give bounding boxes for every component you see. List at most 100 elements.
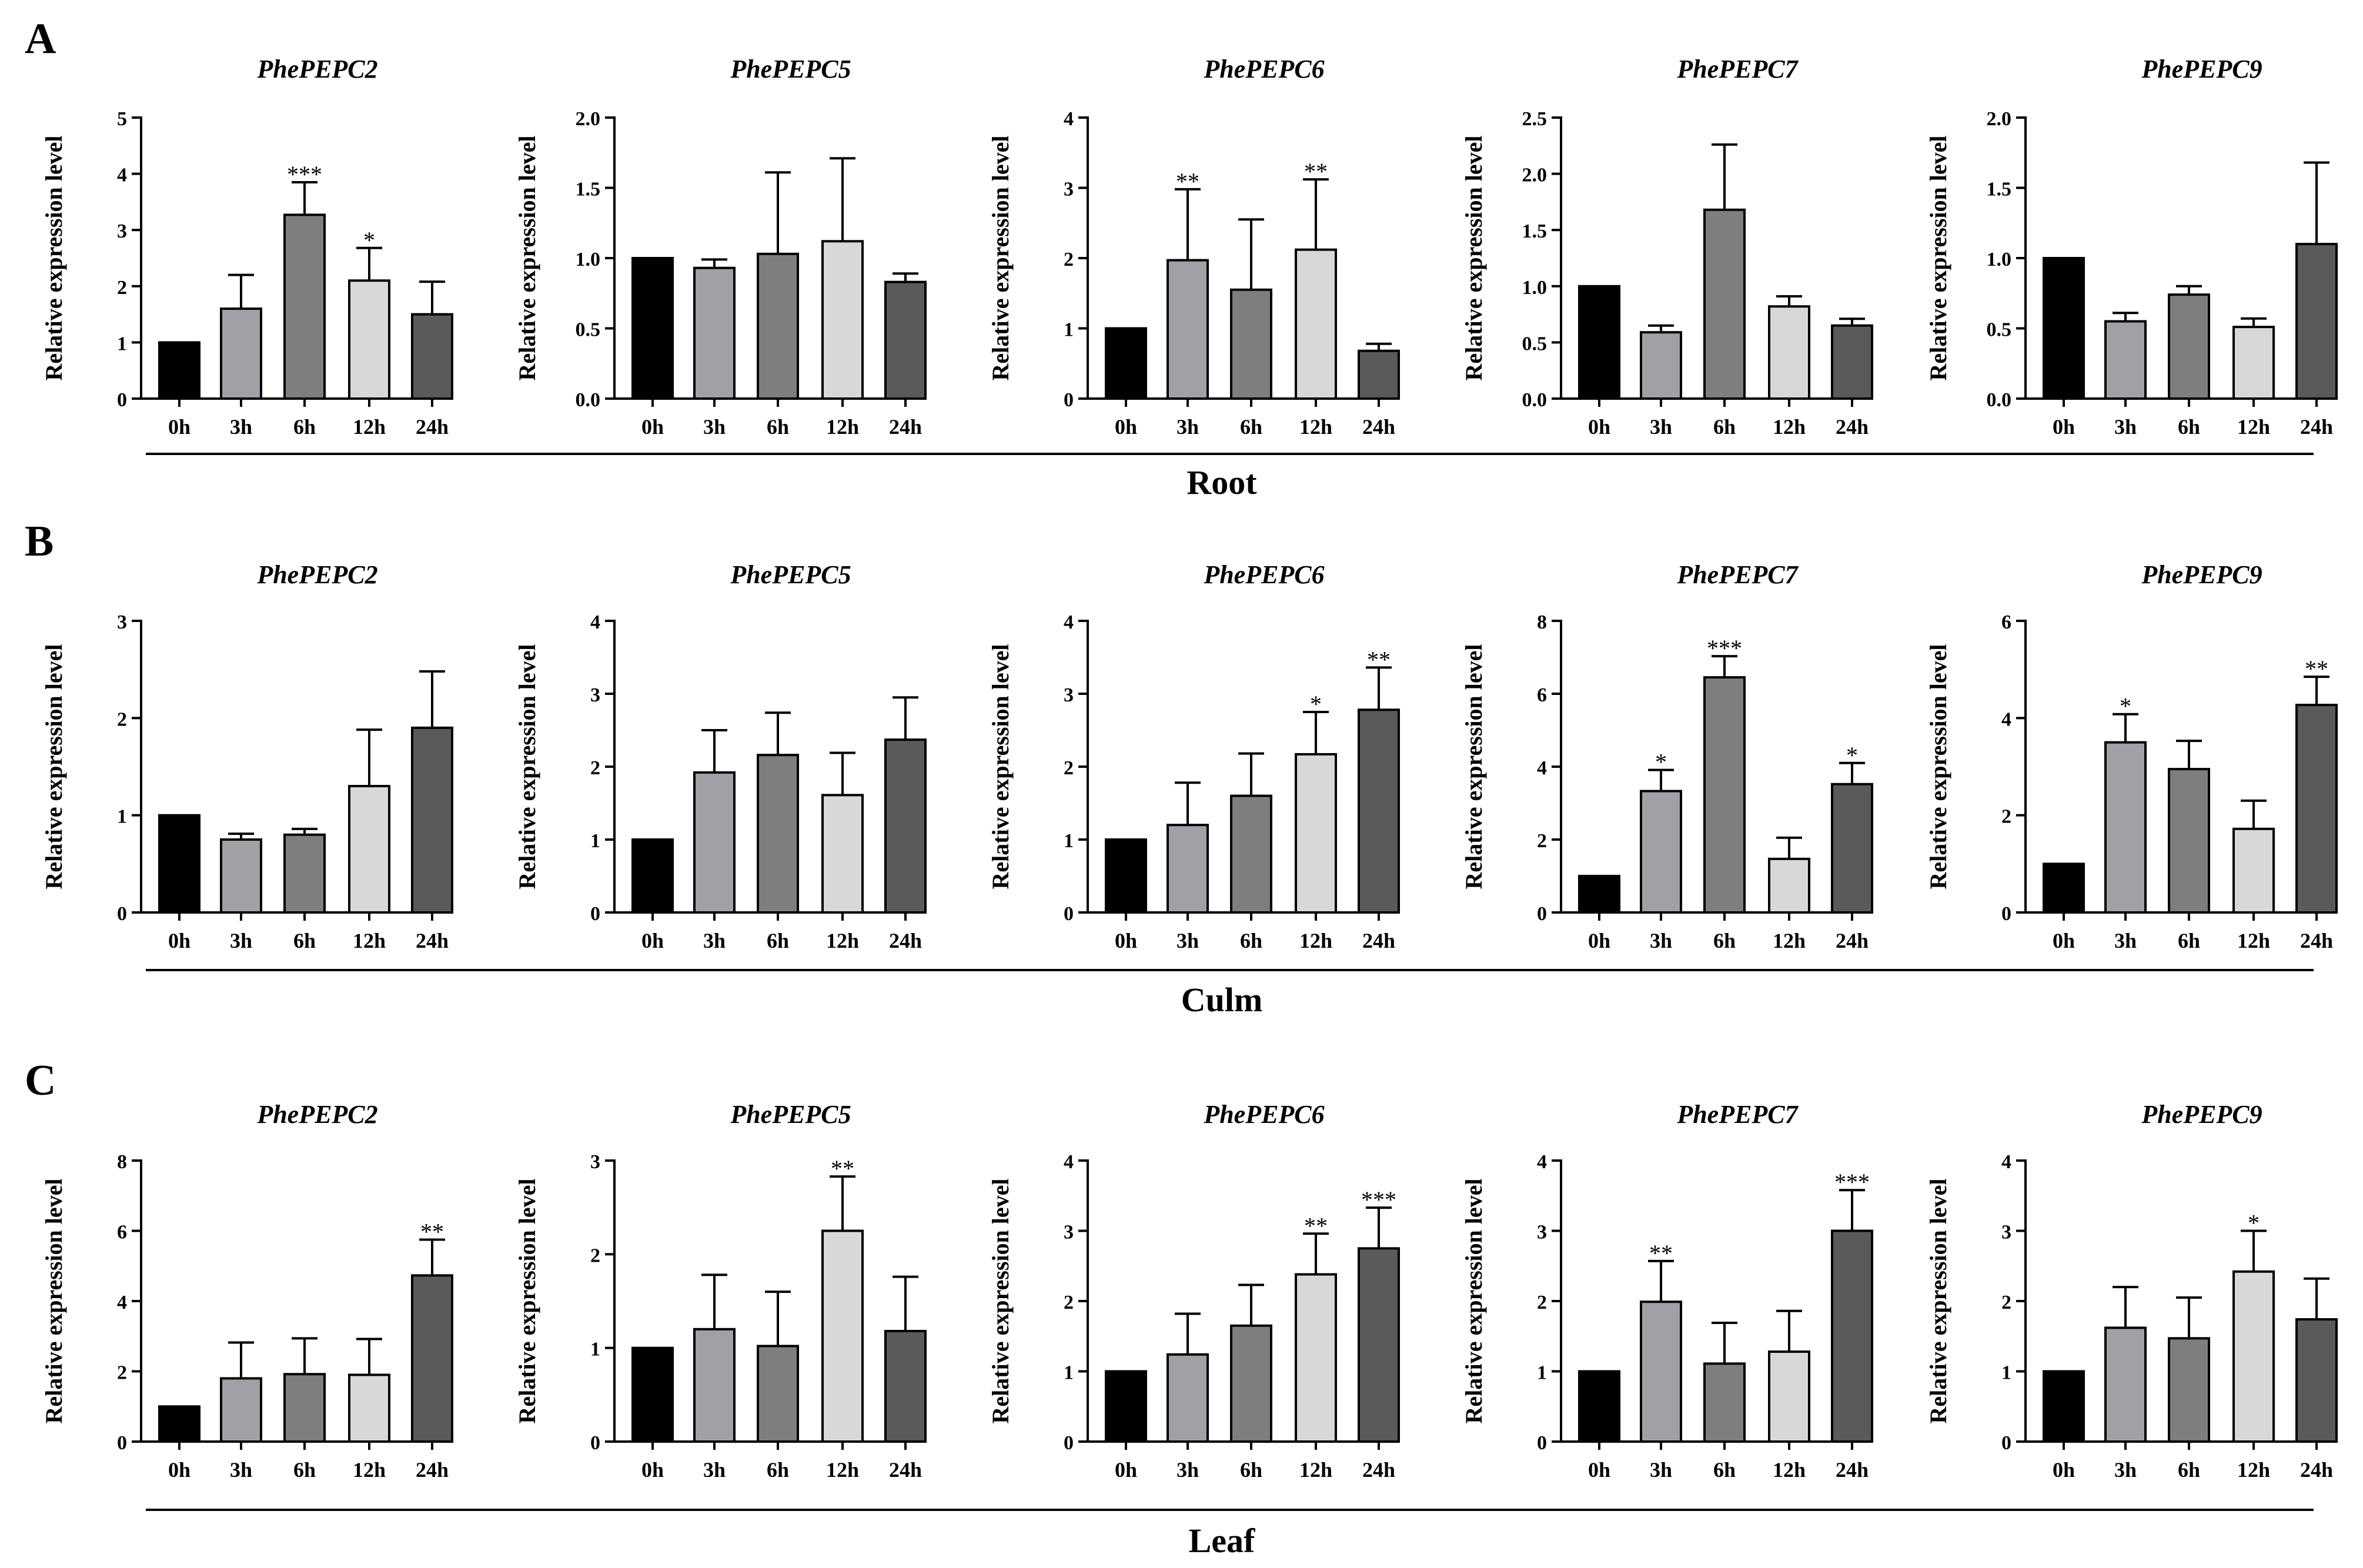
y-tick-label: 3 <box>117 220 127 242</box>
y-tick-label: 3 <box>1064 179 1074 200</box>
y-tick-label: 2 <box>117 708 127 730</box>
significance-mark: * <box>2120 693 2131 720</box>
x-tick-label: 24h <box>416 1458 449 1482</box>
x-tick-label: 0h <box>641 929 664 952</box>
y-tick-label: 4 <box>117 1292 127 1313</box>
x-tick-label: 24h <box>2300 1458 2333 1482</box>
x-tick-label: 24h <box>416 415 449 439</box>
bar-12h <box>2232 326 2275 400</box>
panel-letter: B <box>25 517 54 566</box>
bar-3h <box>693 771 736 914</box>
bar-6h <box>283 1373 326 1443</box>
bar-6h <box>1230 794 1272 914</box>
bar-0h <box>631 1346 674 1443</box>
x-tick-label: 6h <box>767 1458 789 1482</box>
y-tick-label: 8 <box>117 1151 127 1173</box>
bar-24h <box>2295 704 2338 914</box>
significance-mark: ** <box>1367 646 1391 673</box>
y-tick-label: 1.5 <box>576 179 601 200</box>
x-tick-label: 24h <box>1362 1458 1395 1482</box>
y-axis-label: Relative expression level <box>514 136 540 381</box>
y-tick-label: 4 <box>1064 1151 1074 1173</box>
x-tick-label: 24h <box>1836 1458 1869 1482</box>
y-tick-label: 2 <box>117 1362 127 1384</box>
chart-phepepc5: PhePEPC5 Relative expression level 0 1 2 3 4 0h… <box>514 560 927 952</box>
chart-title: PhePEPC5 <box>730 55 851 83</box>
x-tick-label: 0h <box>2053 929 2075 952</box>
bar-6h <box>1703 676 1746 914</box>
y-tick-label: 0.0 <box>1987 389 2012 411</box>
chart-phepepc9: PhePEPC9 Relative expression level 0 1 2 3 4 0h… <box>1925 1100 2338 1482</box>
chart-title: PhePEPC9 <box>2141 55 2262 83</box>
bar-6h <box>757 754 799 914</box>
x-tick-label: 3h <box>2114 1458 2137 1482</box>
y-tick-label: 2.0 <box>1987 108 2012 130</box>
y-tick-label: 3 <box>1064 684 1074 706</box>
x-tick-label: 12h <box>353 415 386 439</box>
bar-3h <box>1640 790 1682 914</box>
y-axis-label: Relative expression level <box>41 136 67 381</box>
bar-3h <box>2104 320 2147 400</box>
bar-3h <box>1640 1300 1682 1443</box>
significance-mark: * <box>2248 1210 2260 1236</box>
chart-title: PhePEPC5 <box>730 1100 851 1129</box>
x-tick-label: 0h <box>1588 415 1610 439</box>
bar-3h <box>2104 1326 2147 1443</box>
bar-6h <box>1703 208 1746 400</box>
chart-phepepc2: PhePEPC2 Relative expression level 0 1 2 3 0h 3… <box>41 560 453 952</box>
x-tick-label: 24h <box>1362 415 1395 439</box>
y-tick-label: 1.0 <box>576 249 601 270</box>
y-tick-label: 2 <box>1537 1292 1547 1313</box>
bar-0h <box>2043 257 2085 400</box>
y-tick-label: 0 <box>1537 1432 1547 1454</box>
significance-mark: * <box>363 227 375 253</box>
y-tick-label: 0 <box>2001 1432 2011 1454</box>
y-tick-label: 0 <box>590 1432 600 1454</box>
x-tick-label: 12h <box>826 929 859 952</box>
bar-6h <box>283 833 326 914</box>
x-tick-label: 0h <box>2053 415 2075 439</box>
bar-0h <box>1578 1370 1620 1443</box>
y-tick-label: 3 <box>1064 1222 1074 1243</box>
bar-3h <box>220 307 262 400</box>
y-tick-label: 1 <box>1064 319 1074 341</box>
y-tick-label: 3 <box>590 1151 600 1173</box>
bar-6h <box>2168 1337 2210 1443</box>
bar-6h <box>2168 293 2210 400</box>
y-tick-label: 2 <box>1064 1292 1074 1313</box>
x-tick-label: 12h <box>1299 415 1332 439</box>
bar-12h <box>1295 1273 1337 1443</box>
y-axis-label: Relative expression level <box>987 1179 1014 1424</box>
y-tick-label: 1 <box>590 1339 600 1360</box>
bar-0h <box>2043 862 2085 914</box>
chart-phepepc9: PhePEPC9 Relative expression level 0 2 4 6 0h *… <box>1925 560 2338 952</box>
tissue-label: Root <box>1186 463 1257 502</box>
significance-mark: *** <box>1361 1186 1396 1213</box>
y-tick-label: 0 <box>1537 903 1547 925</box>
bar-0h <box>1105 838 1147 914</box>
y-tick-label: 2 <box>2001 806 2011 828</box>
bar-0h <box>158 1405 200 1443</box>
bar-24h <box>884 280 927 400</box>
x-tick-label: 24h <box>889 1458 922 1482</box>
y-tick-label: 0.5 <box>1522 333 1548 355</box>
y-tick-label: 3 <box>1537 1222 1547 1243</box>
chart-title: PhePEPC9 <box>2141 1100 2262 1129</box>
x-tick-label: 24h <box>2300 929 2333 952</box>
x-tick-label: 12h <box>1773 415 1806 439</box>
x-tick-label: 6h <box>767 929 789 952</box>
y-tick-label: 2 <box>1064 757 1074 779</box>
x-tick-label: 6h <box>293 1458 316 1482</box>
chart-phepepc9: PhePEPC9 Relative expression level 0.0 0.5 1… <box>1925 55 2338 439</box>
bar-24h <box>411 313 453 400</box>
y-tick-label: 1.0 <box>1987 249 2012 270</box>
x-tick-label: 3h <box>703 929 726 952</box>
x-tick-label: 0h <box>641 415 664 439</box>
tissue-label: Leaf <box>1189 1522 1255 1560</box>
y-tick-label: 0 <box>590 903 600 925</box>
bar-12h <box>821 794 864 914</box>
bar-0h <box>1578 285 1620 400</box>
x-tick-label: 0h <box>168 415 190 439</box>
bar-3h <box>1167 824 1209 914</box>
x-tick-label: 24h <box>1836 415 1869 439</box>
